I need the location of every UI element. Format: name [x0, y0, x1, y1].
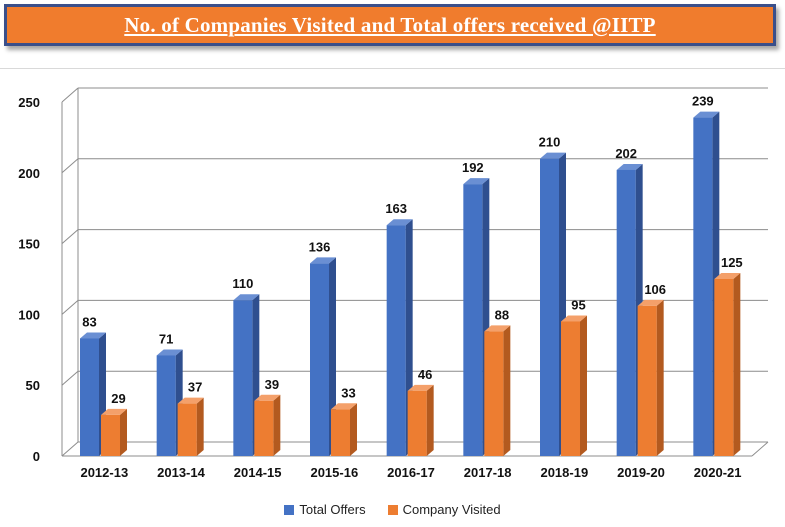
y-tick-label: 50 [26, 378, 40, 393]
bar-top-company-visited [561, 315, 587, 322]
gridline-side [61, 370, 79, 386]
data-label-total-offers: 110 [232, 276, 253, 291]
bar-company-visited [637, 305, 657, 456]
bar-top-total-offers [693, 111, 720, 118]
bar-total-offers [310, 263, 329, 456]
bar-side-company-visited [273, 394, 281, 456]
x-tick-label: 2013-14 [157, 465, 205, 480]
data-label-total-offers: 83 [82, 314, 96, 329]
bar-top-total-offers [616, 163, 643, 170]
legend-label-company-visited: Company Visited [402, 502, 501, 517]
y-tick-label: 200 [18, 166, 40, 181]
legend-swatch-company-visited [387, 504, 398, 515]
bar-side-company-visited [350, 403, 357, 456]
bar-total-offers [616, 169, 636, 456]
data-label-total-offers: 71 [159, 331, 173, 346]
floor-edge [751, 441, 769, 457]
bar-company-visited [407, 390, 427, 456]
bar-top-company-visited [254, 394, 281, 401]
bar-top-total-offers [386, 219, 413, 226]
x-tick-label: 2020-21 [694, 465, 742, 480]
legend-item-total-offers: Total Offers [284, 502, 366, 517]
bar-company-visited [101, 414, 120, 456]
x-tick-label: 2017-18 [464, 465, 512, 480]
data-label-company-visited: 46 [418, 367, 432, 382]
bar-company-visited [714, 279, 734, 456]
bar-company-visited [331, 409, 350, 456]
bar-total-offers [463, 184, 483, 457]
x-tick-label: 2015-16 [310, 465, 358, 480]
bar-top-total-offers [80, 332, 106, 339]
bar-total-offers [693, 117, 713, 457]
y-tick-label: 150 [18, 237, 40, 252]
x-tick-label: 2018-19 [540, 465, 588, 480]
bar-top-total-offers [540, 152, 566, 159]
y-tick-label: 100 [18, 307, 40, 322]
data-label-company-visited: 88 [495, 307, 509, 322]
bar-side-company-visited [503, 325, 511, 456]
legend-label-total-offers: Total Offers [299, 502, 366, 517]
y-tick-label: 250 [18, 95, 40, 110]
bar-top-company-visited [714, 273, 741, 279]
bar-total-offers [233, 300, 253, 456]
bar-side-company-visited [580, 315, 587, 456]
data-label-company-visited: 39 [265, 377, 279, 392]
bar-company-visited [177, 403, 197, 456]
bar-side-company-visited [733, 273, 741, 456]
bar-side-total-offers [329, 257, 336, 456]
data-label-total-offers: 163 [385, 201, 407, 216]
data-label-company-visited: 29 [111, 391, 125, 406]
bar-top-company-visited [177, 397, 204, 404]
gridline-side [61, 300, 79, 315]
chart-title-banner: No. of Companies Visited and Total offer… [4, 4, 776, 46]
x-tick-label: 2012-13 [80, 465, 128, 480]
x-tick-label: 2016-17 [387, 465, 435, 480]
legend-item-company-visited: Company Visited [387, 502, 501, 517]
bar-top-total-offers [463, 178, 490, 185]
data-label-company-visited: 125 [721, 255, 743, 270]
bar-side-company-visited [656, 299, 664, 456]
x-tick-label: 2014-15 [234, 465, 282, 480]
data-label-total-offers: 136 [309, 239, 331, 254]
data-label-company-visited: 33 [341, 385, 355, 400]
data-label-total-offers: 210 [539, 135, 561, 150]
bar-total-offers [386, 225, 406, 456]
bar-total-offers [80, 338, 99, 456]
gridline-side [61, 441, 79, 457]
bar-side-company-visited [426, 384, 434, 456]
bar-total-offers [540, 158, 559, 456]
bar-side-company-visited [196, 397, 204, 456]
bar-company-visited [561, 321, 580, 456]
bar-top-company-visited [331, 403, 357, 410]
bar-top-company-visited [101, 408, 127, 415]
bar-top-total-offers [233, 294, 260, 301]
gridline-side [61, 87, 79, 103]
data-label-company-visited: 106 [644, 282, 666, 297]
legend: Total Offers Company Visited [0, 502, 785, 517]
y-tick-label: 0 [33, 449, 40, 464]
bar-company-visited [484, 331, 504, 456]
bar-top-company-visited [637, 299, 664, 306]
gridline-side [61, 158, 79, 174]
x-tick-label: 2019-20 [617, 465, 665, 480]
bar-total-offers [156, 355, 176, 456]
chart-title: No. of Companies Visited and Total offer… [124, 12, 656, 37]
data-label-total-offers: 202 [615, 146, 637, 161]
data-label-company-visited: 37 [188, 380, 202, 395]
bar-top-company-visited [484, 325, 511, 332]
bar-top-company-visited [407, 384, 434, 391]
legend-swatch-total-offers [284, 504, 295, 515]
data-label-total-offers: 192 [462, 160, 484, 175]
data-label-company-visited: 95 [571, 297, 585, 312]
bar-top-total-offers [310, 257, 336, 264]
gridline-side [61, 229, 79, 244]
data-label-total-offers: 239 [692, 94, 714, 109]
chart-frame [0, 68, 785, 527]
bar-company-visited [254, 400, 274, 456]
bar-side-company-visited [120, 408, 127, 456]
bar-top-total-offers [156, 349, 183, 356]
